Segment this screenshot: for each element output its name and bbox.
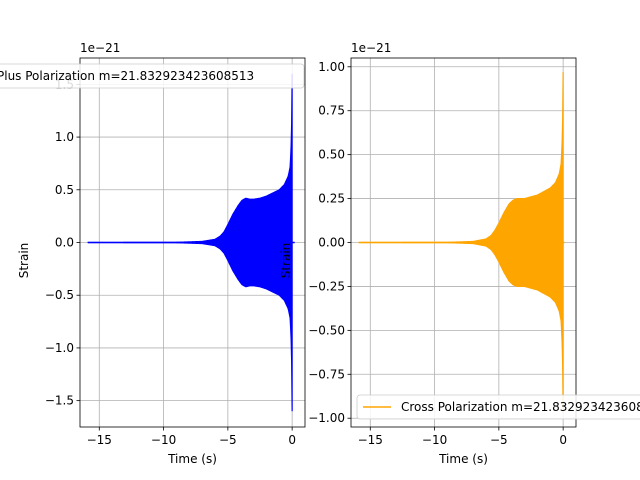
x-tick-label: 0 — [559, 433, 567, 447]
y-tick-label: 0.0 — [55, 236, 74, 250]
y-tick-label: −0.75 — [308, 367, 345, 381]
y-tick-label: −1.0 — [45, 341, 74, 355]
x-axis-label: Time (s) — [167, 452, 217, 466]
x-tick-label: 0 — [288, 433, 296, 447]
y-tick-label: −0.5 — [45, 288, 74, 302]
y-axis-label: Strain — [17, 243, 31, 279]
x-tick-label: −15 — [358, 433, 383, 447]
legend-label: Plus Polarization m=21.832923423608513 — [0, 69, 254, 83]
y-tick-label: −1.00 — [308, 411, 345, 425]
y-tick-label: 0.00 — [318, 236, 345, 250]
chart-panel-1: −15−10−50−1.5−1.0−0.50.00.51.01.51e−21Ti… — [0, 41, 306, 466]
x-tick-label: −10 — [422, 433, 447, 447]
x-tick-label: −15 — [87, 433, 112, 447]
legend-box — [0, 63, 305, 89]
y-tick-label: −0.25 — [308, 279, 345, 293]
y-axis-label: Strain — [279, 243, 293, 279]
x-tick-label: −5 — [219, 433, 237, 447]
y-tick-label: 1.0 — [55, 130, 74, 144]
legend-label: Cross Polarization m=21.832923423608513 — [401, 400, 640, 414]
x-tick-label: −10 — [151, 433, 176, 447]
y-tick-label: 0.50 — [318, 148, 345, 162]
y-tick-label: −1.5 — [45, 394, 74, 408]
y-offset-text: 1e−21 — [351, 41, 391, 55]
y-tick-label: 0.25 — [318, 192, 345, 206]
y-tick-label: 0.5 — [55, 183, 74, 197]
y-tick-label: −0.50 — [308, 323, 345, 337]
y-offset-text: 1e−21 — [80, 41, 120, 55]
legend-box — [356, 394, 640, 420]
chart-panel-2: −15 −10 −5 0 −1.00 −0.75 −0.50 −0.25 0.00 0.25 0.5… — [279, 41, 640, 466]
x-tick-label: −5 — [490, 433, 508, 447]
x-axis-label: Time (s) — [438, 452, 488, 466]
y-tick-label: 1.00 — [318, 60, 345, 74]
y-tick-label: 0.75 — [318, 104, 345, 118]
